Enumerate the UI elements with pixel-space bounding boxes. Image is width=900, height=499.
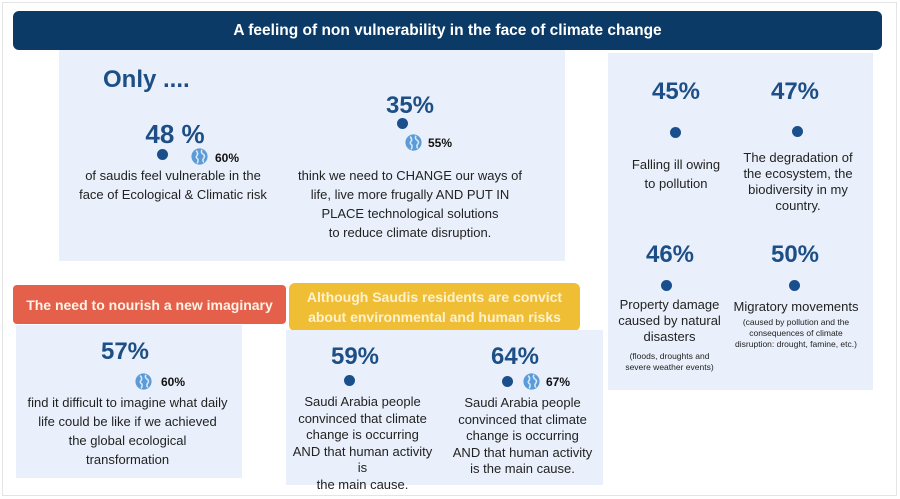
text-line: severe weather events): [625, 362, 714, 372]
text-line: Migratory movements: [733, 299, 859, 314]
convinced-text: Saudi Arabia people convinced that clima…: [450, 395, 595, 478]
saudi-marker-dot: [502, 376, 513, 387]
risk-text: Migratory movements: [731, 297, 861, 316]
page-title: A feeling of non vulnerability in the fa…: [13, 11, 882, 50]
globe-icon: [135, 373, 152, 390]
saudi-marker-dot: [397, 118, 408, 129]
text-line: The degradation of: [743, 150, 853, 165]
convinced-text: Saudi Arabia people convinced that clima…: [290, 394, 435, 493]
text-line: consequences of climate: [749, 328, 843, 338]
saudi-marker-dot: [789, 280, 800, 291]
risk-note: (floods, droughts and severe weather eve…: [612, 351, 727, 373]
text-line: convinced that climate: [458, 411, 587, 427]
risk-text: The degradation of the ecosystem, the bi…: [738, 150, 858, 214]
text-line: face of Ecological & Climatic risk: [79, 187, 267, 202]
text-line: (caused by pollution and the: [742, 317, 850, 327]
saudi-marker-dot: [157, 149, 168, 160]
convinced-banner: Although Saudis residents are convict ab…: [289, 283, 580, 331]
text-line: the main cause.: [316, 476, 409, 492]
intro-text: Only ....: [103, 66, 190, 93]
text-line: find it difficult to imagine what daily: [27, 395, 228, 410]
risk-value: 47%: [770, 78, 820, 105]
risk-value: 46%: [645, 241, 695, 268]
stat-vulnerable-value: 48 %: [145, 119, 205, 149]
imaginary-text: find it difficult to imagine what daily …: [10, 393, 245, 469]
text-line: think we need to CHANGE our ways of: [298, 168, 522, 183]
globe-icon: [523, 373, 540, 390]
global-value: 55%: [428, 136, 453, 150]
stat-change-value: 35%: [385, 92, 435, 119]
text-line: change is occurring: [466, 428, 579, 443]
saudi-marker-dot: [344, 375, 355, 386]
convinced-panel: [286, 330, 603, 485]
risk-value: 50%: [770, 241, 820, 268]
text-line: disruption: drought, famine, etc.): [735, 339, 857, 349]
text-line: biodiversity in my: [748, 182, 848, 197]
convinced-value: 59%: [330, 343, 380, 370]
text-line: Saudi Arabia people: [464, 395, 581, 410]
saudi-marker-dot: [670, 127, 681, 138]
text-line: Saudi Arabia people: [304, 394, 421, 409]
imaginary-banner: The need to nourish a new imaginary: [13, 285, 286, 324]
text-line: the global ecological: [68, 433, 187, 448]
text-line: life, live more frugally AND PUT IN: [310, 187, 510, 202]
text-line: AND that human activity: [452, 444, 593, 460]
text-line: of saudis feel vulnerable in the: [85, 168, 261, 183]
top-panel: [59, 50, 565, 261]
global-value: 60%: [215, 151, 240, 165]
stat-change-text: think we need to CHANGE our ways of life…: [285, 166, 535, 242]
imaginary-panel: [16, 325, 242, 478]
right-panel: [608, 53, 873, 390]
banner-line: Although Saudis residents are convict: [306, 289, 563, 305]
text-line: the ecosystem, the: [743, 166, 853, 181]
text-line: to pollution: [644, 176, 708, 191]
text-line: country.: [775, 198, 821, 213]
text-line: Property damage: [619, 297, 720, 312]
text-line: PLACE technological solutions: [321, 206, 499, 221]
stat-vulnerable-text: of saudis feel vulnerable in the face of…: [64, 166, 282, 204]
text-line: (floods, droughts and: [629, 351, 710, 361]
global-value: 67%: [546, 375, 571, 389]
text-line: Falling ill owing: [631, 157, 721, 172]
text-line: to reduce climate disruption.: [328, 225, 492, 240]
text-line: convinced that climate: [298, 410, 427, 426]
text-line: life could be like if we achieved: [38, 414, 217, 429]
risk-text: Falling ill owing to pollution: [616, 155, 736, 193]
text-line: transformation: [85, 452, 170, 467]
text-line: is the main cause.: [470, 461, 575, 476]
global-value: 60%: [161, 375, 186, 389]
risk-value: 45%: [651, 78, 701, 105]
saudi-marker-dot: [661, 280, 672, 291]
banner-line: about environmental and human risks: [308, 309, 561, 325]
text-line: caused by natural: [618, 313, 721, 328]
text-line: change is occurring: [306, 427, 419, 442]
text-line: AND that human activity is: [292, 443, 433, 476]
risk-note: (caused by pollution and the consequence…: [731, 317, 861, 350]
saudi-marker-dot: [792, 126, 803, 137]
risk-text: Property damage caused by natural disast…: [612, 297, 727, 345]
text-line: disasters: [643, 329, 696, 344]
globe-icon: [405, 134, 422, 151]
imaginary-value: 57%: [100, 338, 150, 365]
convinced-value: 64%: [490, 343, 540, 370]
globe-icon: [191, 148, 208, 165]
